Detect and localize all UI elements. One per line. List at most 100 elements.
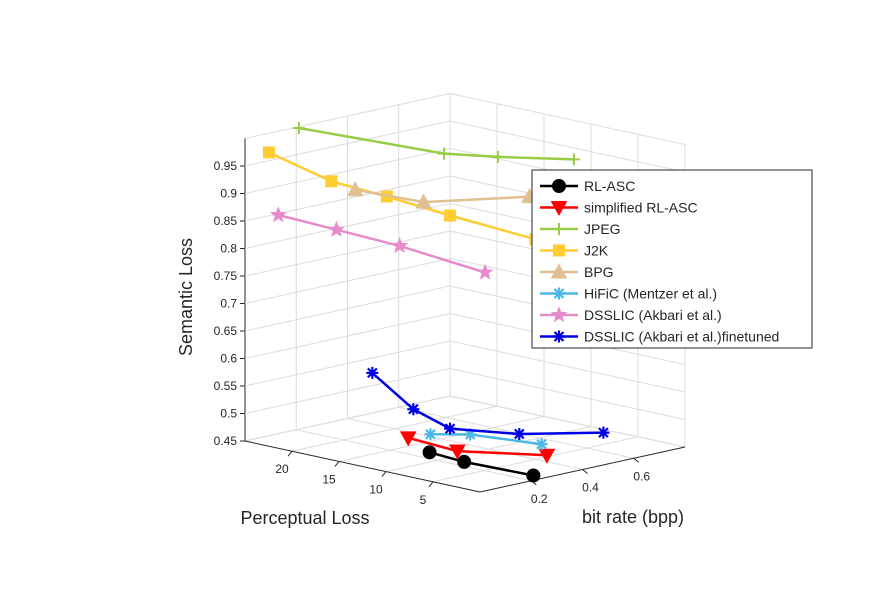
- legend-marker: [553, 287, 565, 300]
- data-point: [399, 431, 417, 447]
- axis-ticks: 0.450.50.550.60.650.70.750.80.850.90.952…: [214, 159, 686, 507]
- data-point: [448, 444, 466, 460]
- data-point: [597, 426, 610, 439]
- data-point: [513, 427, 526, 440]
- series-3: [292, 121, 580, 166]
- x-axis-line: [479, 446, 686, 493]
- legend-marker: [550, 263, 568, 279]
- series-line: [268, 151, 536, 241]
- y-tick: [381, 471, 387, 477]
- legend-label: simplified RL-ASC: [584, 200, 698, 216]
- data-point: [538, 448, 556, 464]
- z-axis-label: Semantic Loss: [176, 238, 196, 356]
- x-gridline: [296, 429, 532, 482]
- z-tick-label: 0.95: [214, 159, 238, 173]
- z-gridline: [449, 340, 686, 393]
- legend: RL-ASC simplified RL-ASC JPEG J2K BPG HiFiC (…: [531, 169, 813, 349]
- y-tick: [428, 481, 434, 488]
- legend-label: RL-ASC: [584, 178, 635, 194]
- series-2: [399, 431, 556, 464]
- legend-entry: simplified RL-ASC: [540, 200, 698, 217]
- z-tick-label: 0.5: [220, 407, 237, 421]
- y-axis-label: Perceptual Loss: [240, 508, 369, 528]
- data-point: [269, 206, 287, 223]
- z-tick-label: 0.65: [214, 324, 238, 338]
- data-point: [327, 220, 345, 237]
- series-line: [430, 433, 542, 446]
- series-line: [277, 213, 486, 274]
- data-point: [476, 263, 494, 280]
- data-point: [567, 153, 580, 166]
- series-line: [371, 371, 604, 436]
- legend-box: [531, 169, 813, 349]
- series-4: [262, 146, 542, 246]
- z-tick-label: 0.85: [214, 214, 238, 228]
- legend-label: DSSLIC (Akbari et al.): [584, 307, 722, 323]
- legend-marker: [550, 306, 568, 323]
- z-tick-label: 0.9: [220, 187, 237, 201]
- legend-label: J2K: [584, 243, 609, 259]
- data-point: [415, 193, 432, 209]
- data-point: [422, 445, 437, 460]
- data-point: [444, 422, 457, 435]
- legend-entry: RL-ASC: [540, 178, 635, 194]
- data-point: [444, 209, 457, 222]
- legend-label: DSSLIC (Akbari et al.)finetuned: [584, 329, 779, 345]
- z-tick-label: 0.75: [214, 269, 238, 283]
- z-tick-label: 0.45: [214, 434, 238, 448]
- z-tick-label: 0.7: [220, 297, 237, 311]
- x-tick-label: 0.2: [531, 492, 548, 506]
- x-axis-label: bit rate (bpp): [582, 507, 684, 527]
- y-tick: [334, 461, 340, 467]
- y-tick-label: 20: [275, 462, 289, 476]
- series-8: [366, 366, 610, 440]
- z-tick-label: 0.8: [220, 242, 237, 256]
- legend-entry: DSSLIC (Akbari et al.)finetuned: [540, 329, 779, 345]
- z-gridline: [449, 395, 686, 448]
- y-tick-label: 15: [322, 472, 336, 486]
- x-tick-label: 0.6: [633, 469, 650, 483]
- z-gridline: [449, 368, 686, 420]
- data-point: [391, 236, 409, 254]
- side-wall-edge: [449, 93, 686, 145]
- data-point: [366, 366, 379, 379]
- legend-label: JPEG: [584, 221, 621, 237]
- legend-entry: JPEG: [540, 221, 621, 237]
- x-tick-label: 0.4: [582, 481, 599, 495]
- data-point: [325, 175, 338, 188]
- y-axis-line: [244, 440, 481, 493]
- legend-marker: [550, 201, 568, 217]
- legend-marker: [553, 330, 565, 343]
- legend-marker: [553, 244, 565, 257]
- data-point: [464, 428, 477, 441]
- z-gridline: [449, 120, 686, 173]
- legend-entry: HiFiC (Mentzer et al.): [540, 286, 717, 302]
- legend-entry: J2K: [540, 243, 609, 259]
- data-point: [346, 181, 364, 197]
- legend-label: BPG: [584, 264, 614, 280]
- legend-marker: [552, 179, 566, 193]
- legend-entry: BPG: [540, 263, 614, 280]
- x-tick: [582, 469, 588, 474]
- data-point: [535, 438, 548, 451]
- legend-marker: [553, 223, 565, 235]
- series-6: [424, 428, 548, 451]
- data-point: [262, 146, 275, 159]
- legend-entry: DSSLIC (Akbari et al.): [540, 306, 722, 323]
- data-point: [491, 150, 504, 163]
- y-tick: [287, 450, 293, 457]
- data-point: [292, 121, 305, 134]
- z-tick-label: 0.6: [220, 352, 237, 366]
- data-point: [424, 428, 437, 441]
- data-point: [438, 147, 451, 160]
- series-7: [269, 206, 494, 280]
- z-tick-label: 0.55: [214, 379, 238, 393]
- x-gridline: [347, 418, 583, 470]
- series-line: [298, 126, 574, 161]
- data-point: [457, 454, 472, 469]
- y-tick-label: 5: [420, 493, 427, 507]
- x-tick: [633, 457, 640, 463]
- data-point: [526, 468, 541, 483]
- series-1: [422, 445, 541, 483]
